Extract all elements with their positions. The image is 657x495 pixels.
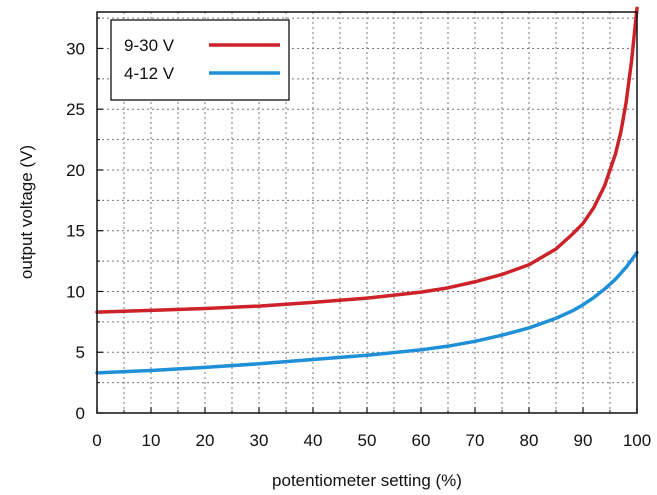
y-tick-label: 5	[76, 343, 85, 362]
x-tick-label: 40	[304, 431, 323, 450]
x-tick-label: 20	[196, 431, 215, 450]
legend-box	[110, 19, 290, 101]
y-tick-label: 0	[76, 404, 85, 423]
plot-frame	[96, 11, 638, 414]
y-tick-label: 15	[66, 222, 85, 241]
x-tick-label: 90	[574, 431, 593, 450]
x-axis-label: potentiometer setting (%)	[272, 471, 462, 490]
y-tick-label: 25	[66, 100, 85, 119]
legend-label-9-30v: 9-30 V	[124, 36, 175, 55]
x-tick-label: 80	[520, 431, 539, 450]
y-axis-label: output voltage (V)	[17, 145, 36, 279]
legend-label-4-12v: 4-12 V	[124, 64, 175, 83]
x-tick-label: 70	[466, 431, 485, 450]
y-tick-label: 10	[66, 282, 85, 301]
y-tick-label: 30	[66, 39, 85, 58]
x-tick-label: 50	[358, 431, 377, 450]
legend: 9-30 V 4-12 V	[110, 19, 290, 101]
x-tick-label: 10	[142, 431, 161, 450]
series-line-4-12v	[95, 250, 639, 375]
series-lines	[95, 6, 639, 375]
x-tick-label: 100	[623, 431, 651, 450]
axes: 0 10 20 30 40 50 60 70 80 90 100 0 5 10 15 20 25 30	[66, 17, 651, 450]
y-tick-label: 20	[66, 161, 85, 180]
x-tick-label: 30	[250, 431, 269, 450]
x-tick-label: 0	[92, 431, 101, 450]
series-line-9-30v	[95, 6, 639, 314]
x-tick-label: 60	[412, 431, 431, 450]
